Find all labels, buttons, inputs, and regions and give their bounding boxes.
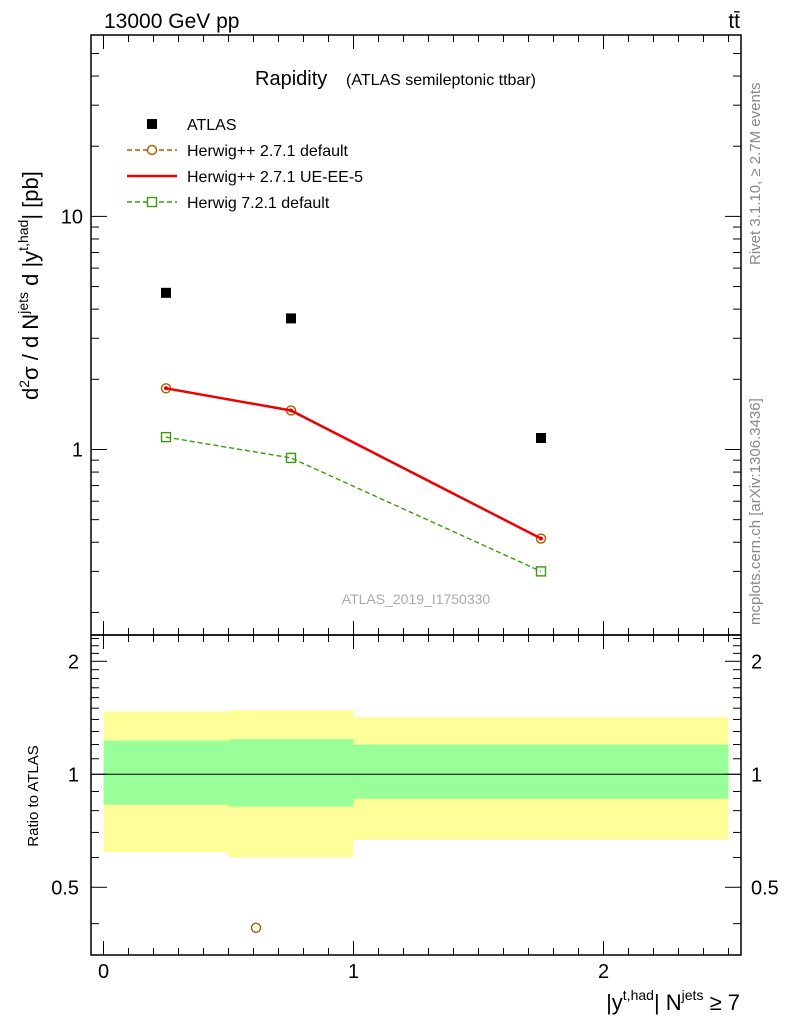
- inner-band-2: [353, 744, 729, 799]
- main-ytick-label: 1: [72, 439, 83, 461]
- ratio-ytick-label-right: 1: [751, 764, 762, 786]
- legend-marker-0: [147, 119, 157, 129]
- chart-title: Rapidity: [255, 68, 327, 90]
- herwig7-point-0: [160, 431, 172, 443]
- xtick-label: 2: [598, 961, 609, 983]
- x-axis-label: |yt,had| Njets ≥ 7: [606, 987, 740, 1015]
- ratio-bands: [91, 710, 741, 933]
- main-panel: 110 Rapidity (ATLAS semileptonic ttbar) …: [15, 34, 742, 636]
- main-ytick-label: 10: [61, 206, 83, 228]
- ratio-ytick-label-right: 2: [751, 651, 762, 673]
- ratio-y-axis-label: Ratio to ATLAS: [25, 745, 42, 846]
- legend-label-1: Herwig++ 2.7.1 default: [187, 143, 349, 160]
- atlas-point-0: [161, 287, 171, 298]
- process-label: tt̄: [728, 10, 740, 33]
- energy-label: 13000 GeV pp: [104, 10, 239, 33]
- atlas-point-1: [286, 313, 296, 324]
- offscale-marker: [250, 922, 262, 933]
- herwig7-point-2: [535, 566, 547, 577]
- series-line-2: [165, 387, 542, 540]
- ratio-ytick-label-left: 0.5: [51, 877, 79, 899]
- ratio-ytick-label-left: 1: [68, 764, 79, 786]
- herwig-default-point-2: [535, 533, 547, 544]
- xtick-label: 1: [348, 961, 359, 983]
- rivet-label: Rivet 3.1.10, ≥ 2.7M events: [747, 83, 764, 266]
- xtick-label: 0: [98, 961, 109, 983]
- inner-band-0: [103, 740, 229, 805]
- ue-ee5-point-1: [289, 408, 293, 413]
- ue-ee5-point-0: [164, 386, 168, 391]
- ratio-axes: 0.5 0.5 1 1 2 2 0 1 2: [51, 634, 779, 983]
- inner-band-1: [228, 739, 354, 807]
- ue-ee5-point-2: [539, 536, 543, 541]
- main-y-axis-label: d2σ / d Njets d |yt,had| [pb]: [15, 171, 43, 400]
- analysis-watermark: ATLAS_2019_I1750330: [342, 591, 491, 607]
- legend-label-3: Herwig 7.2.1 default: [187, 195, 330, 212]
- series-line-3: [165, 436, 542, 573]
- series-line-1: [165, 387, 542, 540]
- legend-marker-3: [146, 196, 158, 208]
- ratio-ytick-label-right: 0.5: [751, 877, 779, 899]
- main-marks: [160, 287, 547, 577]
- legend-label-0: ATLAS: [187, 117, 237, 134]
- legend: ATLAS Herwig++ 2.7.1 default Herwig++ 2.7.…: [127, 117, 363, 212]
- ratio-panel: 0.5 0.5 1 1 2 2 0 1 2 Ratio to ATLAS |yt,had| Nj…: [25, 634, 779, 1015]
- legend-label-2: Herwig++ 2.7.1 UE-EE-5: [187, 169, 363, 186]
- ratio-frame: [90, 634, 742, 956]
- atlas-point-2: [536, 433, 546, 444]
- chart-subtitle: (ATLAS semileptonic ttbar): [346, 72, 536, 89]
- ratio-ytick-label-left: 2: [68, 651, 79, 673]
- legend-marker-1: [146, 144, 158, 156]
- herwig7-point-1: [285, 452, 297, 464]
- main-axes: 1 10: [61, 34, 742, 636]
- mcplots-label: mcplots.cern.ch [arXiv:1306.3436]: [747, 398, 764, 625]
